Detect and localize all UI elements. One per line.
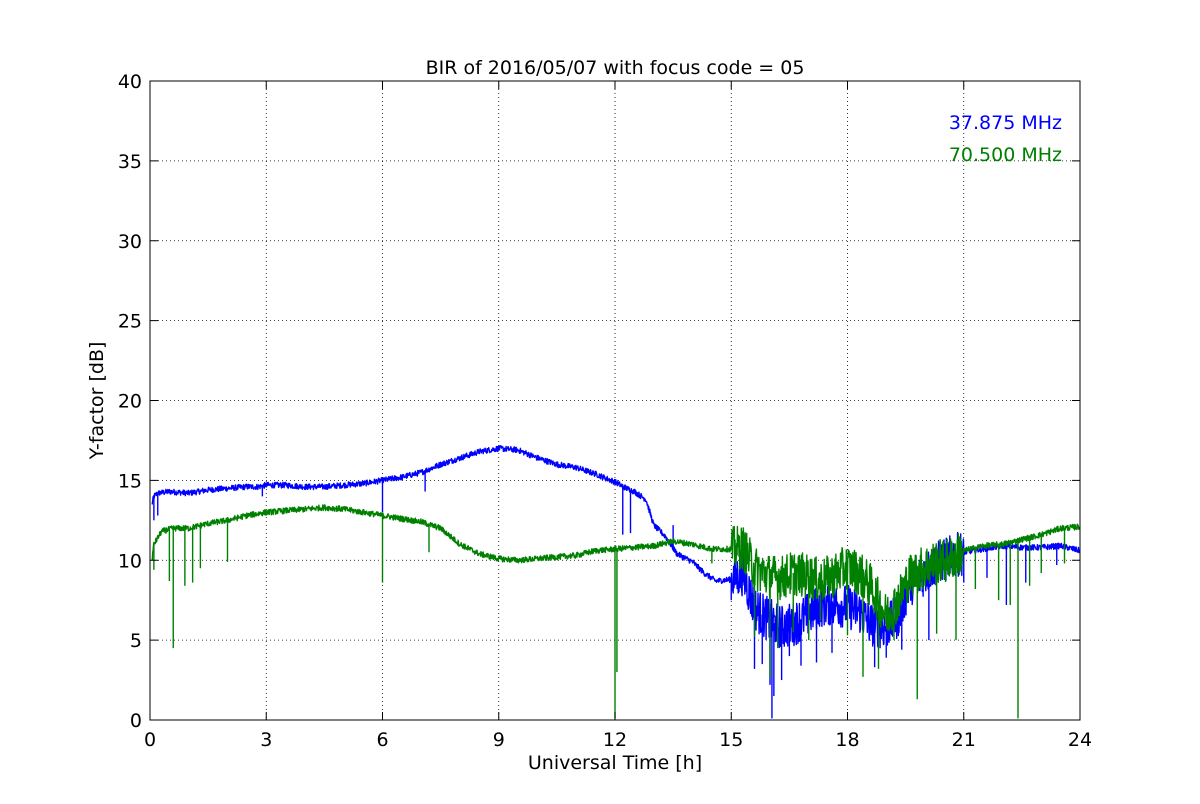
series-layer — [151, 445, 1081, 719]
series-1 — [151, 504, 1081, 719]
y-tick-label: 30 — [118, 231, 142, 253]
x-tick-label: 18 — [835, 729, 859, 751]
x-tick-label: 6 — [376, 729, 388, 751]
x-tick-label: 3 — [260, 729, 272, 751]
y-tick-label: 0 — [130, 710, 142, 732]
x-axis-label: Universal Time [h] — [528, 752, 702, 774]
legend-entry: 37.875 MHz — [949, 112, 1062, 134]
axis-ticks: 0 3 6 9 12 15 18 21 24 0 5 10 15 20 25 30 35 40 — [118, 71, 1092, 751]
x-tick-label: 0 — [144, 729, 156, 751]
x-tick-label: 12 — [603, 729, 627, 751]
y-tick-label: 15 — [118, 470, 142, 492]
legend-entry: 70.500 MHz — [949, 144, 1062, 166]
y-tick-label: 10 — [118, 550, 142, 572]
y-axis-label: Y-factor [dB] — [86, 342, 108, 461]
y-tick-label: 40 — [118, 71, 142, 93]
y-tick-label: 20 — [118, 391, 142, 413]
x-tick-label: 9 — [493, 729, 505, 751]
x-tick-label: 24 — [1068, 729, 1092, 751]
y-tick-label: 5 — [130, 630, 142, 652]
y-tick-label: 25 — [118, 311, 142, 333]
series-line — [151, 504, 1081, 632]
y-tick-label: 35 — [118, 151, 142, 173]
x-tick-label: 15 — [719, 729, 743, 751]
x-tick-label: 21 — [952, 729, 976, 751]
legend: 37.875 MHz 70.500 MHz — [949, 112, 1062, 166]
chart-title: BIR of 2016/05/07 with focus code = 05 — [426, 57, 805, 79]
